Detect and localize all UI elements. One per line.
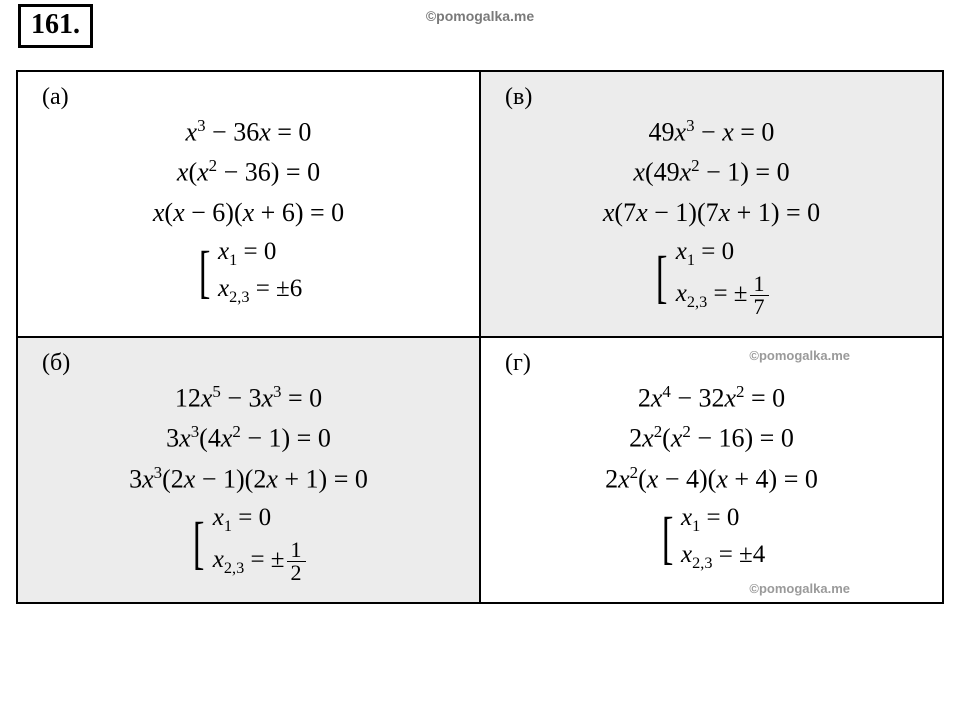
cell-a-math: x3 − 36x = 0 x(x2 − 36) = 0 x(x − 6)(x +… [42,115,455,308]
cell-v-line2: x(49x2 − 1) = 0 [633,155,789,189]
cell-b-solutions: [ x1 = 0 x2,3 = ±12 [189,502,307,584]
cell-g-line1: 2x4 − 32x2 = 0 [638,381,785,415]
cell-b-line3: 3x3(2x − 1)(2x + 1) = 0 [129,462,368,496]
watermark-g-top: ©pomogalka.me [749,348,850,363]
cell-b-label: (б) [42,350,455,377]
cell-g: (г) ©pomogalka.me 2x4 − 32x2 = 0 2x2(x2 … [480,337,943,603]
cell-a-line2: x(x2 − 36) = 0 [177,155,320,189]
cell-v: (в) 49x3 − x = 0 x(49x2 − 1) = 0 x(7x − … [480,71,943,337]
cell-a-line1: x3 − 36x = 0 [186,115,312,149]
bracket-icon: [ [656,236,668,318]
cell-b-math: 12x5 − 3x3 = 0 3x3(4x2 − 1) = 0 3x3(2x −… [42,381,455,584]
cell-b-line1: 12x5 − 3x3 = 0 [175,381,322,415]
page-header: 161. ©pomogalka.me [0,0,960,70]
watermark-top: ©pomogalka.me [426,8,534,24]
cell-a-sol2: x2,3 = ±6 [218,273,302,308]
cell-b-line2: 3x3(4x2 − 1) = 0 [166,421,331,455]
cell-v-line1: 49x3 − x = 0 [649,115,775,149]
cell-b-sol2: x2,3 = ±12 [213,539,308,584]
cell-v-label: (в) [505,84,918,111]
cell-g-line2: 2x2(x2 − 16) = 0 [629,421,794,455]
cell-v-math: 49x3 − x = 0 x(49x2 − 1) = 0 x(7x − 1)(7… [505,115,918,318]
cell-a-sol1: x1 = 0 [218,236,276,271]
cell-g-sol2: x2,3 = ±4 [681,539,765,574]
bracket-icon: [ [662,502,674,574]
cell-g-math: 2x4 − 32x2 = 0 2x2(x2 − 16) = 0 2x2(x − … [505,381,918,575]
bracket-icon: [ [199,236,211,308]
watermark-g-bottom: ©pomogalka.me [749,581,850,596]
cell-b-sol1: x1 = 0 [213,502,271,537]
cell-v-sol1: x1 = 0 [676,236,734,271]
cell-v-sol2: x2,3 = ±17 [676,273,771,318]
cell-g-solutions: [ x1 = 0 x2,3 = ±4 [658,502,766,574]
cell-a: (а) x3 − 36x = 0 x(x2 − 36) = 0 x(x − 6)… [17,71,480,337]
bracket-icon: [ [193,502,205,584]
cell-g-line3: 2x2(x − 4)(x + 4) = 0 [605,462,818,496]
cell-g-sol1: x1 = 0 [681,502,739,537]
cell-v-solutions: [ x1 = 0 x2,3 = ±17 [652,236,770,318]
cell-a-line3: x(x − 6)(x + 6) = 0 [153,196,344,230]
solution-grid: (а) x3 − 36x = 0 x(x2 − 36) = 0 x(x − 6)… [16,70,944,604]
cell-a-label: (а) [42,84,455,111]
problem-number: 161. [18,4,93,48]
cell-a-solutions: [ x1 = 0 x2,3 = ±6 [195,236,303,308]
cell-b: (б) 12x5 − 3x3 = 0 3x3(4x2 − 1) = 0 3x3(… [17,337,480,603]
cell-v-line3: x(7x − 1)(7x + 1) = 0 [603,196,820,230]
cell-g-label: (г) [505,350,918,377]
